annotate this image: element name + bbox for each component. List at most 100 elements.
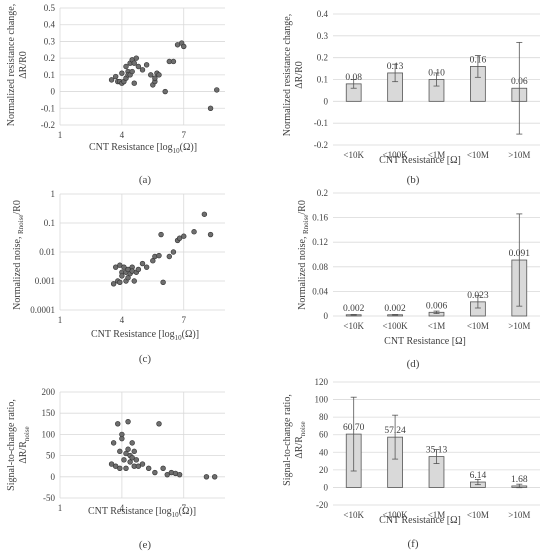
data-point [152,469,158,476]
y-tick-label: 0.2 [317,188,328,198]
x-category-label: <10M [467,510,489,520]
panel-e-xlabel: CNT Resistance [log10(Ω)] [88,506,196,519]
data-point [164,471,170,478]
y-tick-label: -0.1 [41,103,55,113]
panel-d-ylabel-sub: Rnoise [302,215,310,234]
data-point [156,252,162,259]
y-tick-label: 0.3 [317,31,329,41]
x-tick-label: 4 [120,503,125,513]
y-tick-label: 0 [51,87,56,97]
x-category-label: <1M [428,321,446,331]
y-tick-label: 0.12 [312,237,328,247]
y-tick-label: 40 [319,447,329,457]
panel-d-xlabel: CNT Resistance [Ω] [384,336,466,347]
data-label: 1.68 [511,475,528,485]
x-category-label: <1M [428,510,446,520]
data-point [181,43,187,50]
data-point [131,448,137,455]
data-point [131,80,137,86]
data-label: 0.023 [467,291,489,301]
y-tick-label: 0 [324,311,329,321]
data-point [129,440,135,446]
data-point [121,457,127,463]
data-point [181,233,187,239]
x-category-label: <10K [343,321,364,331]
data-point [211,474,218,480]
panel-b-xlabel: CNT Resistance [Ω] [379,155,461,166]
y-tick-label: 200 [42,387,56,397]
x-tick-label: 7 [182,130,187,140]
data-point [170,249,177,255]
y-tick-label: 0 [51,472,56,482]
data-point [108,461,115,467]
data-point [135,463,142,469]
x-tick-label: 7 [182,503,187,513]
panel-d: 0.002 0.002 0.006 0.023 0.091 0 0.04 0.08 0.12 0.… [297,188,540,370]
data-point [156,72,162,78]
data-label: 6.14 [470,471,487,481]
data-point [125,418,131,425]
x-category-label: >10M [508,150,530,160]
panel-a-label: (a) [139,174,152,186]
panel-d-label: (d) [407,358,420,370]
y-tick-label: 0.4 [44,20,56,30]
x-category-label: <100K [383,321,409,331]
data-point [131,278,137,284]
x-category-label: <100K [383,510,409,520]
y-tick-label: 20 [319,465,329,475]
data-point [148,72,154,78]
data-point [119,431,125,438]
panel-b-label: (b) [407,174,420,186]
data-point [121,264,127,270]
data-point [135,63,142,70]
data-label: 0.002 [343,304,365,314]
panel-e-label: (e) [139,539,152,551]
y-tick-label: 0.2 [317,53,328,63]
x-category-label: >10M [508,510,530,520]
data-point [139,260,146,267]
y-tick-label: -0.2 [314,140,328,150]
data-point [158,231,164,238]
data-label: 0.091 [509,249,531,259]
x-category-label: <10K [343,150,364,160]
data-point [160,465,166,472]
data-point [133,457,140,463]
data-label: 57.24 [384,426,406,436]
data-point [156,421,162,427]
data-point [110,281,117,287]
panel-c-ylabel: Normalized noise, Rnoise/R0 [12,200,25,310]
data-point [110,440,117,446]
x-category-label: <10K [343,510,364,520]
y-tick-label: 0.5 [44,3,56,13]
data-point [150,258,156,264]
panel-b-ylabel-2: ΔR/R0 [294,61,305,89]
y-tick-label: 0.1 [44,70,55,80]
data-point [112,73,119,80]
data-label: 0.06 [511,77,528,87]
data-point [145,465,152,472]
panel-c-xlabel: CNT Resistance [log10(Ω)] [91,329,199,342]
y-tick-label: 0.0001 [30,305,55,315]
data-point [119,273,125,279]
y-tick-label: 0.04 [312,286,328,296]
x-tick-label: 1 [58,315,63,325]
data-point [127,459,133,465]
panel-e-ylabel-1: Signal-to-change ratio, [6,399,17,491]
panel-d-ylabel-suffix: /R0 [297,200,308,214]
data-point [191,229,197,235]
data-point [125,446,131,452]
x-category-label: <10M [467,150,489,160]
data-point [207,231,214,238]
y-tick-label: 0.1 [44,218,55,228]
panel-f-xlabel: CNT Resistance [Ω] [379,515,461,526]
data-label: 0.002 [384,304,406,314]
x-category-label: >10M [508,321,530,331]
panel-f-ylabel-2-main: ΔR/R [294,436,305,459]
y-tick-label: -0.1 [314,118,328,128]
y-tick-label: 0.16 [312,213,328,223]
data-label: 0.006 [426,301,448,311]
panel-b: 0.08 0.13 0.10 0.16 0.06 -0.2 -0.1 0 0.1 0.2 0.3 0.… [282,9,540,186]
y-tick-label: 120 [315,377,329,387]
panel-f-ylabel-1: Signal-to-change ratio, [282,394,293,486]
